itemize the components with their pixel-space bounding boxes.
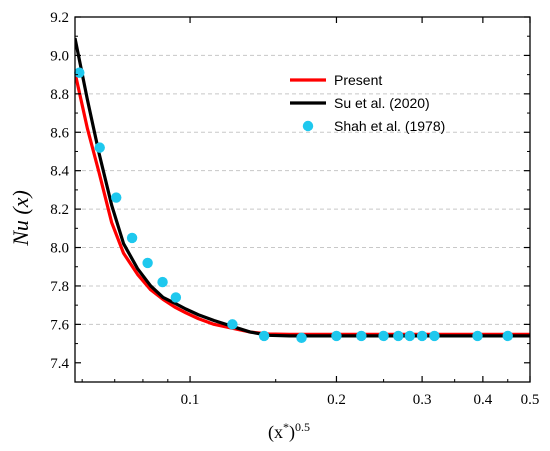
data-point-shah-et-al-1978 xyxy=(356,330,367,342)
y-tick-label: 9.2 xyxy=(50,10,69,26)
x-axis-label-exponent: 0.5 xyxy=(295,420,310,434)
x-tick-label: 0.1 xyxy=(181,392,200,408)
ticks xyxy=(75,16,531,382)
data-point-shah-et-al-1978 xyxy=(157,276,168,288)
y-tick-label: 9.0 xyxy=(50,48,69,64)
plot-frame xyxy=(74,16,531,383)
data-point-shah-et-al-1978 xyxy=(227,319,238,330)
data-point-shah-et-al-1978 xyxy=(429,330,440,342)
data-point-shah-et-al-1978 xyxy=(331,330,342,342)
data-point-shah-et-al-1978 xyxy=(126,232,138,244)
x-tick-label: 0.4 xyxy=(473,392,492,408)
y-tick-label: 7.8 xyxy=(50,279,69,295)
data-point-shah-et-al-1978 xyxy=(111,192,122,203)
x-axis-label-star: * xyxy=(283,420,289,434)
data-point-shah-et-al-1978 xyxy=(170,292,182,303)
y-axis-label: Nu (x) xyxy=(8,190,33,247)
data-point-shah-et-al-1978 xyxy=(378,330,389,342)
data-point-shah-et-al-1978 xyxy=(258,330,270,342)
legend-label-shah-et-al-1978: Shah et al. (1978) xyxy=(334,118,445,134)
y-tick-label: 8.8 xyxy=(50,87,69,103)
data-point-shah-et-al-1978 xyxy=(404,330,415,342)
x-tick-label: 0.3 xyxy=(413,392,432,408)
y-tick-label: 7.6 xyxy=(50,317,69,333)
y-tick-label: 8.6 xyxy=(50,125,69,141)
y-tick-label: 8.2 xyxy=(50,202,69,218)
x-tick-label: 0.2 xyxy=(327,392,346,408)
legend: Present Su et al. (2020) Shah et al. (1978… xyxy=(290,72,445,134)
data-point-shah-et-al-1978 xyxy=(502,330,513,342)
y-tick-label: 8.0 xyxy=(50,241,69,257)
y-axis-label-arg: (x) xyxy=(8,190,33,220)
legend-label-su-et-al-2020: Su et al. (2020) xyxy=(334,95,430,111)
series-line-present xyxy=(75,72,530,336)
y-tick-label: 7.4 xyxy=(50,356,69,372)
series-layer xyxy=(74,37,530,344)
data-point-shah-et-al-1978 xyxy=(94,142,105,153)
data-point-shah-et-al-1978 xyxy=(296,332,307,344)
tick-labels: 7.4 7.6 7.8 8.0 8.2 8.4 8.6 8.8 9.0 9.2 0.1 0.2 0.3 0… xyxy=(50,10,539,408)
data-point-shah-et-al-1978 xyxy=(472,330,483,342)
series-line-su-et-al-2020 xyxy=(75,37,530,338)
y-axis-label-main: Nu xyxy=(8,220,33,247)
y-tick-label: 8.4 xyxy=(50,164,69,180)
x-axis-label-base: (x xyxy=(268,422,283,443)
data-point-shah-et-al-1978 xyxy=(393,330,404,342)
grid-lines xyxy=(75,54,530,325)
legend-swatch-shah-et-al-1978 xyxy=(302,120,314,132)
data-point-shah-et-al-1978 xyxy=(74,67,85,78)
x-axis-label-close: ) xyxy=(289,422,295,443)
data-point-shah-et-al-1978 xyxy=(142,257,153,269)
x-tick-label: 0.5 xyxy=(521,392,540,408)
legend-label-present: Present xyxy=(334,72,382,88)
data-point-shah-et-al-1978 xyxy=(416,330,428,342)
x-axis-label: (x*)0.5 xyxy=(268,420,310,443)
